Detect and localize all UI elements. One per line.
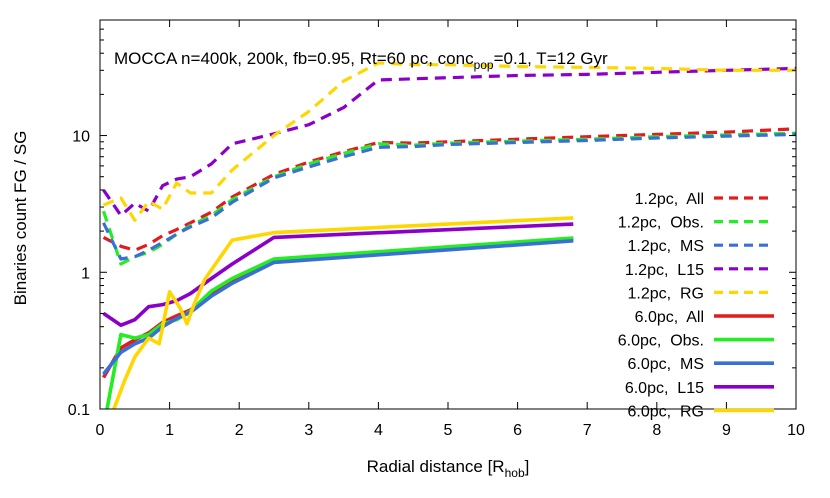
y-tick-label: 10	[72, 129, 90, 146]
legend-entry-6-0pc-rg: 6.0pc, RG	[628, 403, 774, 420]
legend-label: 6.0pc, All	[635, 309, 704, 326]
legend-entry-1-2pc-rg: 1.2pc, RG	[628, 285, 774, 302]
series-line-1-2pc-ms	[102, 132, 796, 261]
legend-label: 6.0pc, L15	[625, 380, 704, 397]
legend-label: 1.2pc, L15	[625, 262, 704, 279]
x-axis-label-subscript: hob	[505, 466, 525, 480]
legend-layer: 1.2pc, All 1.2pc, Obs. 1.2pc, MS 1.2pc, L15…	[618, 191, 774, 420]
legend-entry-1-2pc-ms: 1.2pc, MS	[628, 238, 774, 255]
x-tick-label: 6	[513, 422, 522, 439]
legend-label: 6.0pc, RG	[628, 403, 704, 420]
x-tick-label: 0	[96, 422, 105, 439]
x-tick-label: 9	[722, 422, 731, 439]
series-line-1-2pc-rg	[102, 61, 796, 222]
legend-entry-1-2pc-l15: 1.2pc, L15	[625, 262, 774, 279]
x-axis-label-tail: ]	[525, 457, 530, 476]
legend-label: 6.0pc, Obs.	[618, 333, 704, 350]
x-tick-label: 1	[165, 422, 174, 439]
x-tick-label: 3	[304, 422, 313, 439]
y-axis-label: Binaries count FG / SG	[11, 131, 30, 306]
legend-label: 1.2pc, RG	[628, 285, 704, 302]
x-axis-label: Radial distance [Rhob]	[367, 457, 530, 480]
chart-title-main: MOCCA n=400k, 200k, fb=0.95, Rt=60 pc, c…	[114, 49, 474, 68]
axes-layer: 0 1 2 3 4 5 6 7 8 9 10 0.1 1 10	[68, 20, 805, 439]
x-axis-label-main: Radial distance [R	[367, 457, 505, 476]
y-tick-label: 1	[81, 265, 90, 282]
legend-label: 1.2pc, All	[635, 191, 704, 208]
x-tick-label: 4	[374, 422, 383, 439]
x-tick-label: 10	[787, 422, 805, 439]
y-tick-label: 0.1	[68, 402, 90, 419]
legend-label: 1.2pc, MS	[628, 238, 704, 255]
chart-title-tail: =0.1, T=12 Gyr	[494, 49, 608, 68]
legend-entry-1-2pc-obs: 1.2pc, Obs.	[618, 215, 774, 232]
series-line-6-0pc-rg	[112, 216, 574, 409]
x-tick-label: 8	[652, 422, 661, 439]
series-line-6-0pc-ms	[102, 239, 574, 376]
x-tick-label: 5	[444, 422, 453, 439]
legend-entry-6-0pc-ms: 6.0pc, MS	[628, 356, 774, 373]
legend-label: 1.2pc, Obs.	[618, 215, 704, 232]
legend-entry-1-2pc-all: 1.2pc, All	[635, 191, 774, 208]
chart-title-subscript: pop	[474, 58, 494, 72]
legend-entry-6-0pc-all: 6.0pc, All	[635, 309, 774, 326]
series-line-1-2pc-l15	[102, 66, 796, 218]
legend-entry-6-0pc-l15: 6.0pc, L15	[625, 380, 774, 397]
legend-entry-6-0pc-obs: 6.0pc, Obs.	[618, 333, 774, 350]
series-layer	[101, 61, 796, 409]
x-tick-label: 7	[583, 422, 592, 439]
x-tick-label: 2	[235, 422, 244, 439]
legend-label: 6.0pc, MS	[628, 356, 704, 373]
chart-title: MOCCA n=400k, 200k, fb=0.95, Rt=60 pc, c…	[114, 49, 608, 72]
